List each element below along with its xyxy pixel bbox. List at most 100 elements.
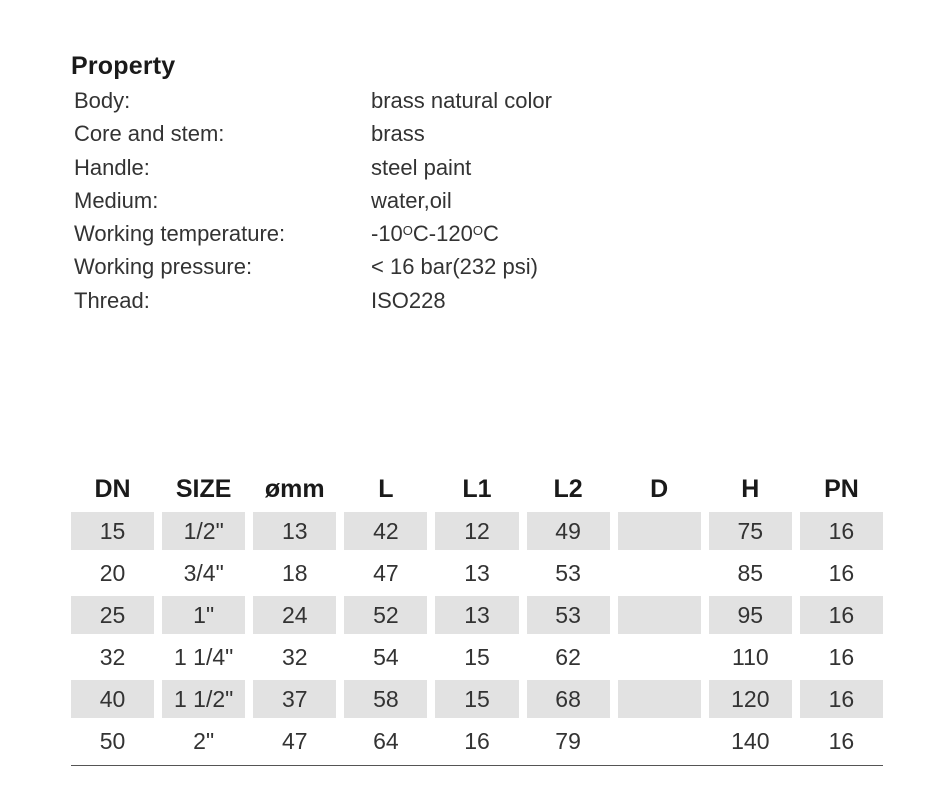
header-dn: DN — [94, 474, 131, 503]
table-cell: 64 — [373, 727, 399, 754]
property-row-core-stem: Core and stem: brass — [74, 117, 634, 150]
table-cell: 42 — [344, 512, 428, 550]
table-row: 15 1/2" 13 42 12 49 75 16 — [71, 512, 883, 550]
table-cell: 32 — [99, 643, 126, 670]
table-cell: 50 — [99, 727, 126, 754]
table-cell: 12 — [435, 512, 519, 550]
table-cell: 16 — [799, 680, 883, 718]
table-cell — [618, 638, 701, 676]
table-cell: 140 — [731, 727, 770, 754]
property-value-temperature: -10OC-120OC — [371, 217, 499, 250]
property-label: Body: — [74, 88, 131, 113]
property-row-thread: Thread: ISO228 — [74, 284, 634, 317]
table-cell: 15 — [435, 680, 519, 718]
table-cell — [617, 596, 701, 634]
degree-mark: O — [472, 223, 483, 239]
table-cell: 85 — [737, 559, 764, 586]
table-cell: 32 — [281, 643, 308, 670]
table-cell: 52 — [344, 596, 428, 634]
table-cell — [618, 554, 701, 592]
table-cell — [617, 680, 701, 718]
table-cell: 3/4" — [183, 559, 224, 586]
property-value: < 16 bar(232 psi) — [371, 254, 538, 280]
property-label: Working pressure: — [74, 254, 253, 280]
property-label: Handle: — [74, 154, 150, 180]
property-row-working-pressure: Working pressure: < 16 bar(232 psi) — [74, 250, 634, 283]
temp-mid: C-120 — [412, 221, 473, 247]
table-row: 32 1 1/4" 32 54 15 62 110 16 — [71, 638, 883, 676]
table-cell: 53 — [526, 596, 610, 634]
table-cell: 13 — [253, 512, 337, 550]
degree-mark: O — [402, 223, 413, 239]
table-cell: 53 — [555, 559, 581, 586]
table-row: 20 3/4" 18 47 13 53 85 16 — [71, 554, 883, 592]
temp-low: -10 — [371, 221, 403, 247]
property-heading: Property — [71, 52, 176, 80]
property-label: Medium: — [74, 187, 159, 213]
table-row: 40 1 1/2" 37 58 15 68 120 16 — [71, 680, 883, 718]
header-diameter-mm: ømm — [264, 474, 325, 503]
table-cell: 1" — [162, 596, 246, 634]
table-cell: 47 — [373, 559, 399, 586]
table-cell: 24 — [253, 596, 337, 634]
table-cell: 40 — [71, 680, 155, 718]
table-row: 25 1" 24 52 13 53 95 16 — [71, 596, 883, 634]
property-label: Core and stem: — [74, 121, 225, 147]
property-label: Thread: — [74, 287, 150, 313]
table-bottom-rule — [71, 765, 883, 766]
header-size: SIZE — [175, 474, 232, 503]
table-cell: 2" — [193, 727, 215, 754]
spec-table: DN SIZE ømm L L1 L2 D H PN 15 1/2" 13 42 12 4… — [63, 466, 891, 764]
property-value: steel paint — [371, 154, 472, 180]
table-cell: 47 — [281, 727, 308, 754]
property-row-medium: Medium: water,oil — [74, 184, 634, 217]
header-l1: L1 — [462, 474, 492, 503]
header-d: D — [650, 474, 669, 503]
table-cell: 37 — [253, 680, 337, 718]
table-cell: 18 — [281, 559, 308, 586]
table-cell: 110 — [731, 643, 769, 670]
property-value: brass — [371, 121, 425, 147]
table-cell: 16 — [464, 727, 490, 754]
property-value: brass natural color — [371, 88, 552, 113]
table-cell: 25 — [71, 596, 155, 634]
property-value: water,oil — [371, 187, 452, 213]
table-cell: 16 — [799, 596, 883, 634]
table-cell: 62 — [555, 643, 581, 670]
table-cell: 13 — [435, 596, 519, 634]
table-cell — [617, 512, 701, 550]
table-cell: 68 — [526, 680, 610, 718]
property-row-handle: Handle: steel paint — [74, 151, 634, 184]
header-h: H — [741, 474, 760, 503]
table-cell: 16 — [828, 643, 855, 670]
spec-table-header-row: DN SIZE ømm L L1 L2 D H PN — [71, 470, 883, 508]
table-cell: 15 — [71, 512, 155, 550]
table-cell: 58 — [344, 680, 428, 718]
table-cell: 1 1/4" — [174, 643, 234, 670]
spec-table-wrapper: DN SIZE ømm L L1 L2 D H PN 15 1/2" 13 42 12 4… — [63, 466, 891, 764]
table-cell: 54 — [373, 643, 399, 670]
table-cell: 1 1/2" — [162, 680, 246, 718]
table-cell: 16 — [799, 512, 883, 550]
table-cell: 1/2" — [162, 512, 246, 550]
table-cell: 49 — [526, 512, 610, 550]
property-row-working-temperature: Working temperature: -10OC-120OC — [74, 217, 634, 250]
table-cell: 16 — [828, 559, 855, 586]
table-cell: 15 — [464, 643, 490, 670]
table-cell: 79 — [555, 727, 581, 754]
property-list: Body: brass natural color Core and stem:… — [74, 84, 634, 317]
property-row-body: Body: brass natural color — [74, 84, 634, 117]
header-l2: L2 — [553, 474, 583, 503]
table-cell: 95 — [708, 596, 792, 634]
table-row: 50 2" 47 64 16 79 140 16 — [71, 722, 883, 760]
temp-unit: C — [482, 221, 499, 247]
property-label: Working temperature: — [74, 221, 286, 247]
property-value: ISO228 — [371, 287, 446, 313]
header-l: L — [378, 474, 394, 503]
table-cell: 120 — [708, 680, 792, 718]
table-cell: 20 — [99, 559, 126, 586]
table-cell — [618, 722, 701, 760]
table-cell: 13 — [464, 559, 490, 586]
table-cell: 16 — [828, 727, 855, 754]
table-cell: 75 — [708, 512, 792, 550]
